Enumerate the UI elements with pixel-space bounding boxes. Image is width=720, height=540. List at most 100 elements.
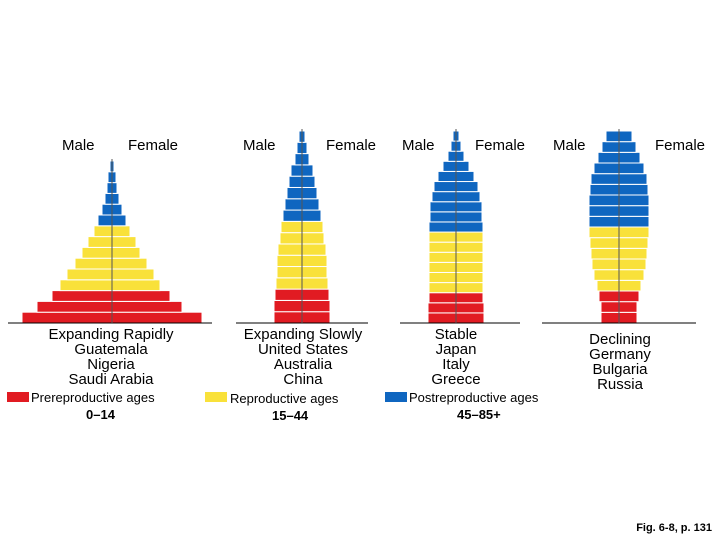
female-bar — [301, 220, 324, 234]
pyramid-3-title-line: Greece — [431, 371, 481, 388]
pyramid-2-female-label: Female — [326, 137, 377, 154]
pyramid-3-title-line: Italy — [442, 356, 470, 373]
male-bar — [428, 261, 457, 273]
male-bar — [276, 266, 303, 279]
pyramid-1-male-label: Male — [62, 137, 95, 154]
female-bar — [301, 277, 329, 290]
pyramid-1-female-label: Female — [128, 137, 179, 154]
legend-label-postreproductive: Postreproductive ages — [409, 390, 539, 405]
male-bar — [431, 191, 457, 203]
pyramid-2-title-line: United States — [257, 341, 349, 358]
female-bar — [301, 232, 325, 245]
pyramid-3-title: Stable Japan Italy Greece — [376, 327, 536, 387]
female-bar — [111, 203, 123, 216]
male-bar — [275, 277, 303, 290]
female-bar — [618, 237, 649, 249]
male-bar — [596, 279, 620, 292]
female-bar — [618, 130, 633, 143]
female-bar — [111, 171, 117, 184]
male-bar — [274, 288, 303, 301]
female-bar — [618, 290, 640, 303]
legend-range-postreproductive: 45–85+ — [457, 407, 501, 422]
female-bar — [301, 209, 322, 222]
pyramid-4-title-line: Declining — [589, 331, 651, 348]
male-bar — [589, 237, 620, 249]
legend-range-reproductive: 15–44 — [272, 408, 309, 423]
legend-swatch-reproductive — [205, 392, 227, 402]
male-bar — [605, 130, 620, 143]
female-bar — [301, 299, 331, 313]
pyramid-2-title-line: Australia — [273, 356, 333, 373]
legend-swatch-prereproductive — [7, 392, 29, 402]
male-bar — [590, 247, 620, 260]
female-bar — [111, 257, 148, 270]
female-bar — [455, 312, 485, 324]
male-bar — [59, 279, 113, 292]
female-bar — [455, 231, 484, 243]
male-bar — [428, 221, 457, 233]
male-bar — [600, 301, 620, 313]
female-bar — [455, 271, 484, 284]
female-bar — [618, 194, 650, 207]
female-bar — [111, 182, 118, 194]
pyramid-4-title-line: Bulgaria — [592, 361, 648, 378]
female-bar — [455, 261, 484, 273]
female-bar — [618, 226, 650, 239]
male-bar — [442, 160, 457, 172]
male-bar — [589, 183, 620, 196]
female-bar — [111, 268, 155, 281]
female-bar — [455, 302, 485, 314]
female-bar — [618, 247, 648, 260]
female-bar — [618, 162, 645, 175]
female-bar — [111, 225, 131, 238]
female-bar — [301, 266, 328, 279]
male-bar — [290, 164, 303, 177]
male-bar — [93, 225, 113, 238]
female-bar — [618, 205, 650, 217]
female-bar — [455, 251, 484, 263]
female-bar — [111, 290, 171, 302]
female-bar — [618, 279, 642, 292]
female-bar — [618, 215, 650, 228]
female-bar — [455, 241, 484, 253]
pyramid-3-title-line: Stable — [434, 326, 478, 343]
figure-caption: Fig. 6-8, p. 131 — [636, 522, 712, 534]
female-bar — [301, 243, 327, 256]
pyramid-1 — [8, 159, 212, 324]
legend-range-prereproductive: 0–14 — [86, 407, 115, 422]
female-bar — [301, 141, 308, 155]
female-bar — [455, 140, 462, 152]
pyramid-2-title-line: China — [283, 371, 323, 388]
male-bar — [427, 302, 457, 314]
female-bar — [301, 164, 314, 177]
male-bar — [284, 198, 303, 211]
female-bar — [618, 301, 638, 313]
female-bar — [455, 201, 483, 213]
female-bar — [111, 311, 203, 324]
male-bar — [593, 269, 620, 281]
pyramid-4-title-line: Germany — [589, 346, 651, 363]
pyramid-4-male-label: Male — [553, 137, 586, 154]
legend-label-reproductive: Reproductive ages — [230, 391, 339, 406]
male-bar — [104, 192, 113, 205]
female-bar — [455, 292, 484, 304]
female-bar — [111, 192, 120, 205]
male-bar — [288, 175, 303, 188]
female-bar — [301, 311, 331, 324]
male-bar — [106, 182, 113, 194]
male-bar — [273, 311, 303, 324]
female-bar — [455, 191, 481, 203]
female-bar — [455, 282, 484, 294]
pyramid-1-title-line: Expanding Rapidly — [48, 326, 174, 343]
male-bar — [280, 220, 303, 234]
male-bar — [588, 205, 620, 217]
female-bar — [455, 221, 484, 233]
female-bar — [111, 236, 137, 248]
pyramid-2 — [236, 129, 368, 324]
female-bar — [618, 173, 648, 185]
male-bar — [282, 209, 303, 222]
female-bar — [618, 311, 638, 324]
female-bar — [111, 279, 161, 292]
male-bar — [81, 246, 113, 259]
pyramid-1-title-line: Guatemala — [74, 341, 148, 358]
